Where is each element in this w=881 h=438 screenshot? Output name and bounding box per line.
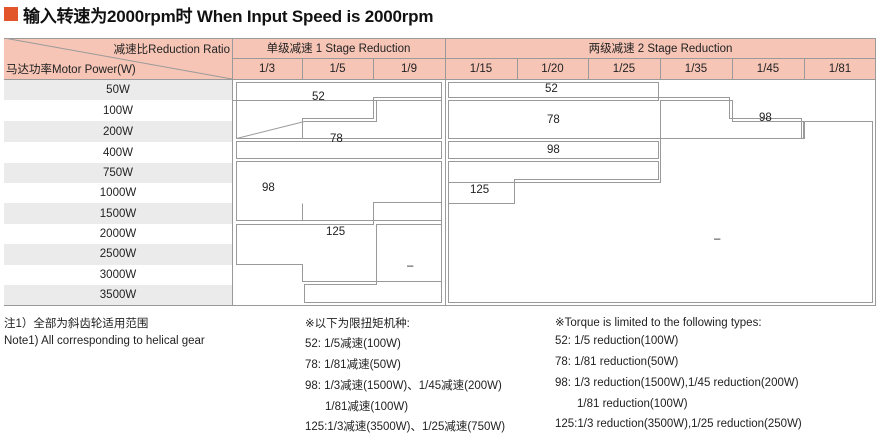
stage1-header: 单级减速 1 Stage Reduction <box>266 43 411 55</box>
power-label: 1000W <box>99 187 137 199</box>
grid-line <box>588 58 589 79</box>
power-label: 3500W <box>99 289 137 301</box>
ratio-header: 1/45 <box>756 62 780 75</box>
grid-line <box>373 58 374 79</box>
grid-line <box>4 79 876 80</box>
torque-note-cn-title: ※以下为限扭矩机种: <box>305 318 410 330</box>
grid-line <box>732 58 733 79</box>
power-label: 2500W <box>99 248 137 260</box>
value-label: 125 <box>326 226 346 238</box>
torque-note-en-line: 52: 1/5 reduction(100W) <box>555 335 679 347</box>
grid-line <box>232 58 876 59</box>
corner-motor-power: 马达功率Motor Power(W) <box>6 63 136 76</box>
row-band <box>4 163 232 183</box>
row-band <box>4 79 232 100</box>
grid-line <box>302 58 303 79</box>
note1-cn: 注1）全部为斜齿轮适用范围 <box>4 318 149 330</box>
ratio-header: 1/20 <box>541 62 564 75</box>
row-band <box>4 285 232 306</box>
power-label: 100W <box>102 104 134 117</box>
torque-note-cn-line: 52: 1/5减速(100W) <box>305 338 401 350</box>
torque-note-en-line: 1/81 reduction(100W) <box>577 398 688 410</box>
corner-diagonal <box>4 38 232 79</box>
power-label: 50W <box>106 83 130 96</box>
grid-line <box>517 58 518 79</box>
row-band <box>4 121 232 142</box>
torque-note-cn-line: 98: 1/3减速(1500W)、1/45减速(200W) <box>305 380 502 392</box>
torque-note-en-title: ※Torque is limited to the following type… <box>555 317 762 329</box>
torque-note-cn-line: 78: 1/81减速(50W) <box>305 359 401 371</box>
power-label: 750W <box>102 167 134 179</box>
torque-note-cn-line: 1/81减速(100W) <box>325 401 409 413</box>
value-label: 78 <box>547 114 560 126</box>
torque-note-en-line: 98: 1/3 reduction(1500W),1/45 reduction(… <box>555 377 799 389</box>
ratio-header: 1/5 <box>329 62 346 75</box>
grid-line <box>875 38 876 306</box>
value-label: 98 <box>262 182 275 194</box>
power-label: 400W <box>102 146 134 159</box>
ratio-header: 1/25 <box>612 62 636 75</box>
grid-line <box>232 38 233 306</box>
ratio-header: 1/15 <box>469 62 493 75</box>
value-label: – <box>714 233 721 245</box>
torque-note-en-line: 78: 1/81 reduction(50W) <box>555 356 679 368</box>
note1-en: Note1) All corresponding to helical gear <box>4 335 205 347</box>
power-label: 3000W <box>99 268 137 281</box>
power-label: 2000W <box>99 228 137 240</box>
value-regions <box>232 82 873 303</box>
grid-line <box>445 38 446 306</box>
grid-line <box>4 305 876 306</box>
value-label: 98 <box>759 112 772 124</box>
row-band <box>4 203 232 224</box>
ratio-header: 1/3 <box>259 62 275 75</box>
value-label: 98 <box>547 144 560 156</box>
value-label: – <box>407 260 414 272</box>
ratio-header: 1/81 <box>828 62 852 75</box>
title-text: 输入转速为2000rpm时 When Input Speed is 2000rp… <box>23 6 434 26</box>
torque-note-cn-line: 125:1/3减速(3500W)、1/25减速(750W) <box>305 421 506 433</box>
torque-note-en-line: 125:1/3 reduction(3500W),1/25 reduction(… <box>555 418 802 430</box>
reduction-table: 减速比Reduction Ratio 马达功率Motor Power(W) 单级… <box>4 38 876 306</box>
value-label: 52 <box>545 83 558 95</box>
ratio-header: 1/9 <box>401 62 417 75</box>
power-label: 200W <box>102 125 134 138</box>
stage2-header: 两级减速 2 Stage Reduction <box>588 43 733 55</box>
page-title: 输入转速为2000rpm时 When Input Speed is 2000rp… <box>4 2 433 26</box>
grid-line <box>804 58 805 79</box>
ratio-header: 1/35 <box>684 62 708 75</box>
row-band <box>4 244 232 265</box>
grid-line <box>660 58 661 79</box>
power-label: 1500W <box>99 207 137 220</box>
grid-line <box>4 38 876 39</box>
corner-reduction-ratio: 减速比Reduction Ratio <box>113 43 230 56</box>
value-label: 52 <box>312 91 325 103</box>
title-marker-icon <box>4 7 18 21</box>
value-label: 125 <box>470 184 490 196</box>
value-label: 78 <box>330 133 343 145</box>
